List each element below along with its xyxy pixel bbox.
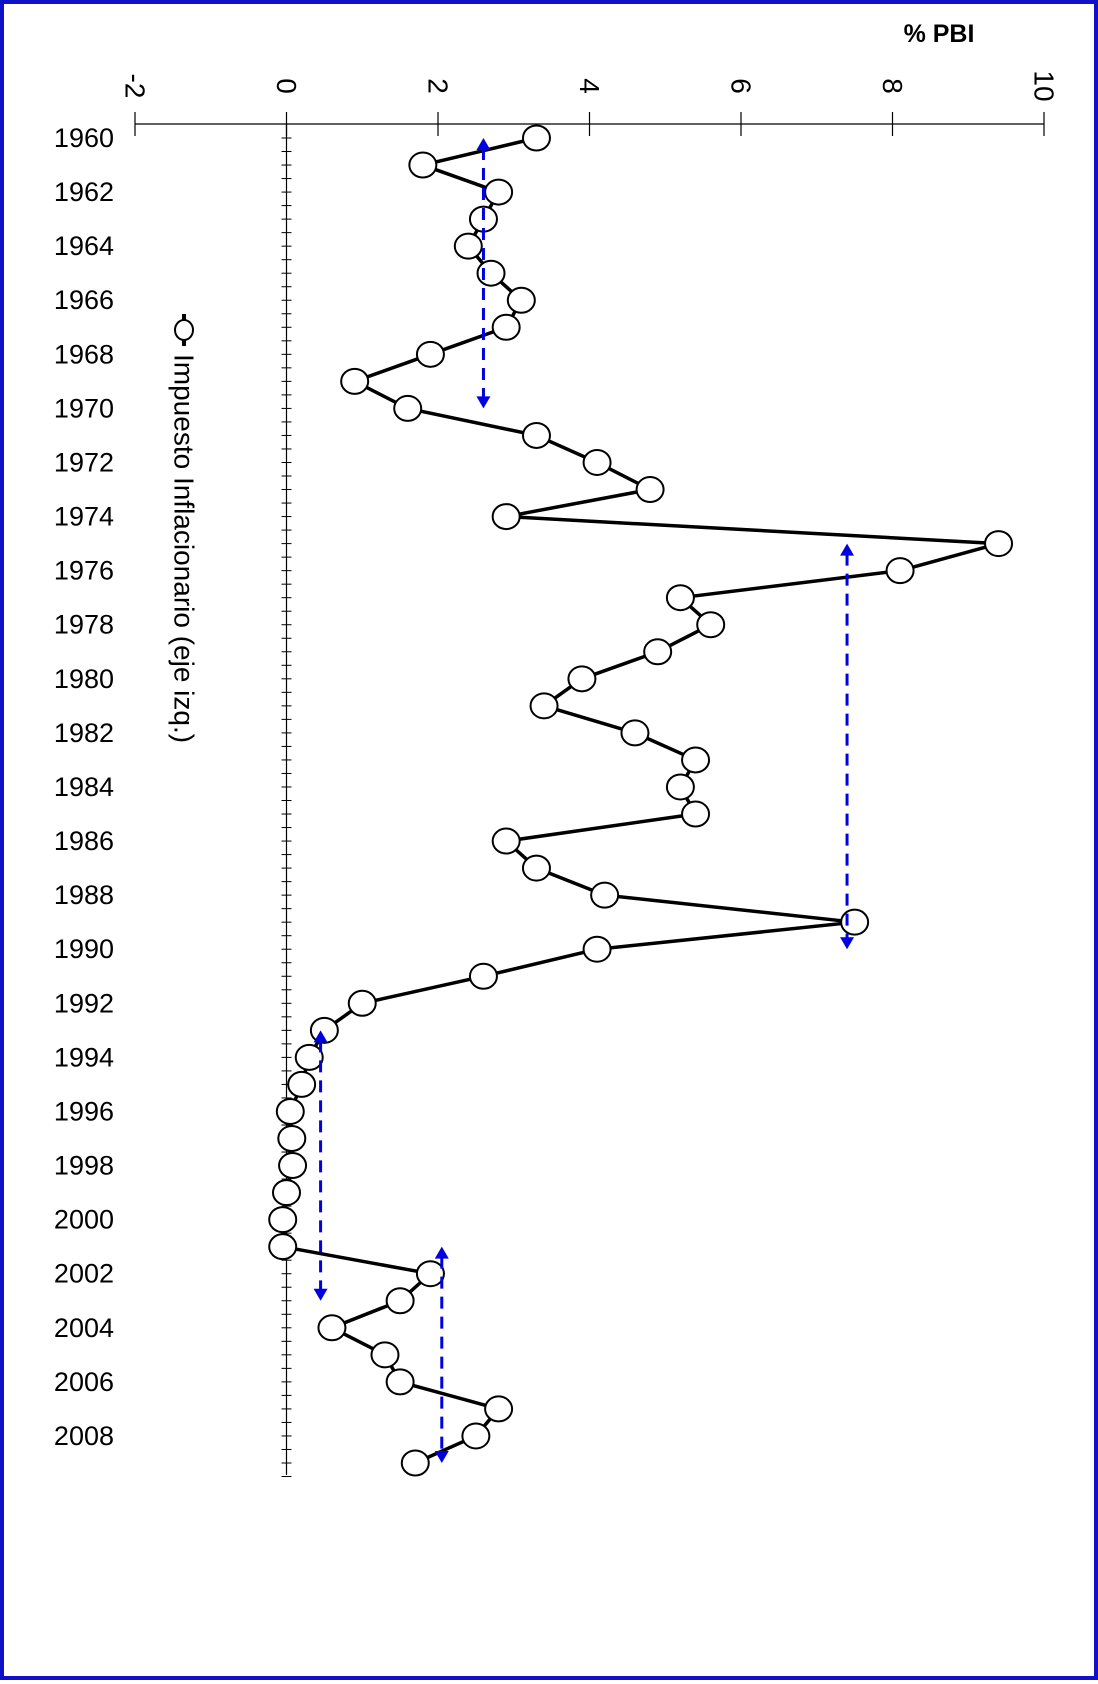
average-arrow-head-end <box>434 1451 449 1463</box>
data-point <box>340 367 370 395</box>
value-axis-tick-label: 6 <box>726 78 757 94</box>
data-point <box>385 1368 415 1396</box>
year-tick-label: 1980 <box>54 664 114 694</box>
year-tick-label: 1972 <box>54 447 114 477</box>
year-tick-label: 1974 <box>54 502 114 532</box>
year-tick-label: 1976 <box>54 556 114 586</box>
data-point <box>294 1043 324 1071</box>
data-point <box>696 611 726 639</box>
data-point <box>885 557 915 585</box>
data-point <box>521 421 551 449</box>
average-arrow-head-end <box>840 937 855 950</box>
value-axis-tick-label: 2 <box>423 78 454 94</box>
value-axis-tick-label: -2 <box>120 74 151 99</box>
data-point <box>681 800 711 828</box>
legend-item: Impuesto Inflacionario (eje izq.) <box>169 314 200 743</box>
value-axis-tick-label: 10 <box>1029 70 1060 101</box>
data-point <box>268 1233 298 1261</box>
average-arrow-head-start <box>313 1030 328 1043</box>
data-point <box>393 394 423 422</box>
data-point <box>506 286 536 314</box>
data-point <box>984 530 1014 558</box>
year-tick-label: 1996 <box>54 1096 114 1126</box>
average-arrow-head-start <box>840 543 855 556</box>
year-tick-label: 1986 <box>54 826 114 856</box>
year-tick-label: 1988 <box>54 880 114 910</box>
data-point <box>582 448 612 476</box>
average-arrow-head-start <box>476 138 491 150</box>
data-point <box>278 1152 308 1180</box>
data-point <box>277 1125 307 1153</box>
data-point <box>491 313 521 341</box>
data-point <box>840 908 870 936</box>
chart-svg: -2 0 2 4 6 8 10 1960 1962 1964 1966 1968 1970 1972 197… <box>54 20 1060 1478</box>
year-tick-label: 1978 <box>54 610 114 640</box>
value-axis-tick-label: 8 <box>877 78 908 94</box>
data-point <box>415 1260 445 1288</box>
data-point <box>590 881 620 909</box>
data-point <box>468 962 498 990</box>
value-axis-tick-label: 0 <box>271 78 302 94</box>
average-arrow-head-end <box>476 396 491 409</box>
data-point <box>521 854 551 882</box>
data-point <box>272 1179 301 1207</box>
year-tick-label: 1992 <box>54 988 114 1018</box>
year-tick-label: 2004 <box>54 1313 114 1343</box>
data-point <box>408 151 438 179</box>
year-tick-label: 1984 <box>54 772 114 802</box>
data-point <box>484 1395 514 1423</box>
data-point <box>665 584 695 612</box>
data-point <box>385 1287 415 1315</box>
data-point <box>665 773 695 801</box>
data-point <box>491 827 521 855</box>
year-tick-label: 1998 <box>54 1151 114 1181</box>
data-point <box>347 989 377 1017</box>
data-point <box>635 476 665 504</box>
average-arrow-head-end <box>313 1288 328 1301</box>
data-point <box>491 503 521 531</box>
data-point <box>275 1097 305 1125</box>
legend-marker <box>174 319 194 341</box>
year-tick-label: 1964 <box>54 231 114 261</box>
data-point <box>476 259 506 287</box>
data-point <box>400 1449 430 1477</box>
data-point <box>529 692 559 720</box>
data-point <box>370 1341 400 1369</box>
unit-label: % PBI <box>904 20 975 48</box>
data-point <box>582 935 612 963</box>
year-tick-label: 2000 <box>54 1205 114 1235</box>
data-point <box>317 1314 347 1342</box>
year-tick-label: 2002 <box>54 1259 114 1289</box>
data-point <box>268 1206 298 1234</box>
year-tick-label: 1982 <box>54 718 114 748</box>
data-point <box>681 746 711 774</box>
average-arrow-head-start <box>434 1246 449 1259</box>
data-point <box>461 1422 491 1450</box>
data-point <box>620 719 650 747</box>
data-point <box>453 232 483 260</box>
year-tick-label: 1962 <box>54 177 114 207</box>
data-point <box>415 340 445 368</box>
annotations-group <box>313 138 855 1463</box>
series-line <box>280 136 1001 1465</box>
year-tick-label: 1968 <box>54 339 114 369</box>
legend: Impuesto Inflacionario (eje izq.) <box>169 314 200 743</box>
marks-group <box>268 124 1014 1477</box>
data-point <box>567 665 597 693</box>
data-point <box>287 1070 317 1098</box>
legend-label: Impuesto Inflacionario (eje izq.) <box>169 354 200 743</box>
data-point <box>521 124 551 152</box>
year-tick-label: 1990 <box>54 934 114 964</box>
year-tick-label: 1966 <box>54 285 114 315</box>
year-tick-label: 1960 <box>54 123 114 153</box>
data-point <box>643 638 673 666</box>
value-axis-tick-label: 4 <box>574 78 605 94</box>
year-tick-label: 2008 <box>54 1421 114 1451</box>
axes-group: -2 0 2 4 6 8 10 1960 1962 1964 1966 1968 1970 1972 197… <box>54 70 1060 1478</box>
year-tick-label: 1994 <box>54 1042 114 1072</box>
year-tick-label: 2006 <box>54 1367 114 1397</box>
data-point <box>484 178 514 206</box>
year-tick-label: 1970 <box>54 393 114 423</box>
